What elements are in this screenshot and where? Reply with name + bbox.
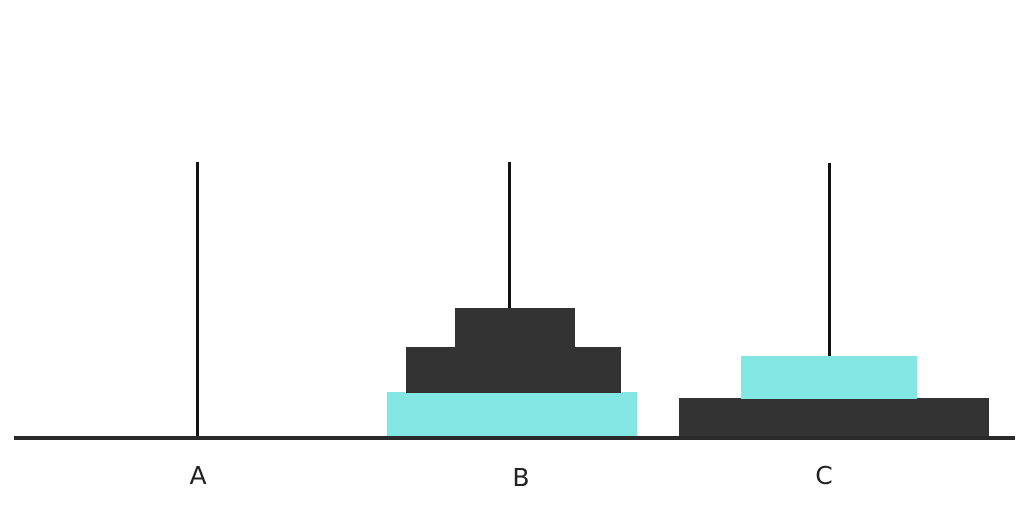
peg-label-b: B bbox=[512, 463, 530, 492]
base-line bbox=[14, 436, 1015, 440]
peg-b[interactable] bbox=[508, 162, 511, 312]
peg-label-c: C bbox=[815, 461, 833, 490]
disk-b-bottom[interactable] bbox=[387, 392, 637, 437]
peg-label-a: A bbox=[189, 461, 207, 490]
peg-a[interactable] bbox=[196, 162, 199, 438]
disk-b-middle[interactable] bbox=[406, 347, 621, 393]
disk-b-top[interactable] bbox=[455, 308, 575, 348]
disk-c-bottom[interactable] bbox=[679, 398, 989, 438]
peg-c[interactable] bbox=[828, 163, 831, 359]
disk-c-top[interactable] bbox=[741, 356, 917, 399]
